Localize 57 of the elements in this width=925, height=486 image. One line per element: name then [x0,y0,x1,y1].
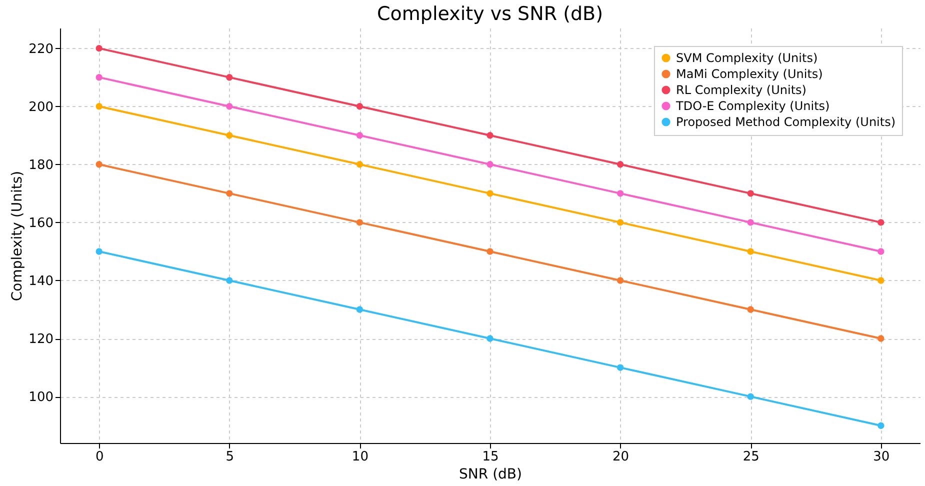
point [747,306,754,313]
point [747,219,754,226]
point [96,74,102,81]
point [226,103,233,110]
y-tick-label: 180 [28,158,54,173]
legend-label: MaMi Complexity (Units) [676,67,823,81]
legend-label: RL Complexity (Units) [676,83,806,97]
point [96,248,102,255]
point [878,277,884,284]
point [616,161,624,168]
x-tick-label: 15 [482,450,499,464]
point [226,74,233,81]
point [878,335,884,342]
point [96,161,102,168]
point [96,103,102,110]
point [878,219,884,226]
x-tick-label: 10 [352,450,368,464]
point [356,306,364,313]
point [226,190,233,197]
point [747,248,754,255]
x-tick-label: 30 [873,450,890,464]
point [226,277,233,284]
y-tick-label: 100 [28,390,54,406]
point [878,248,884,255]
y-tick-label: 220 [28,42,54,57]
point [226,132,233,139]
point [356,103,364,110]
point [356,132,364,139]
x-tick-label: 25 [742,450,760,464]
chart-title: Complexity vs SNR (dB) [377,3,603,25]
legend-label: Proposed Method Complexity (Units) [676,115,896,129]
x-axis-title: SNR (dB) [459,466,522,482]
point [486,132,494,139]
point [616,219,624,226]
y-tick-label: 120 [28,332,54,348]
point [616,277,624,284]
x-tick-label: 5 [226,450,234,464]
y-tick-label: 160 [28,216,54,231]
point [878,422,884,429]
point [96,44,102,52]
point [486,190,494,197]
point [486,335,494,342]
x-tick-label: 20 [612,450,630,464]
point [747,393,754,400]
y-tick-label: 140 [28,274,54,289]
point [486,248,494,255]
point [616,364,624,371]
y-tick-label: 200 [28,100,54,115]
y-axis-title: Complexity (Units) [10,170,26,302]
point [486,161,494,168]
legend-label: SVM Complexity (Units) [676,51,818,65]
point [616,190,624,197]
point [356,219,364,226]
point [747,190,754,197]
x-tick-label: 0 [95,450,104,464]
legend-label: TDO-E Complexity (Units) [675,99,830,113]
point [356,161,364,168]
